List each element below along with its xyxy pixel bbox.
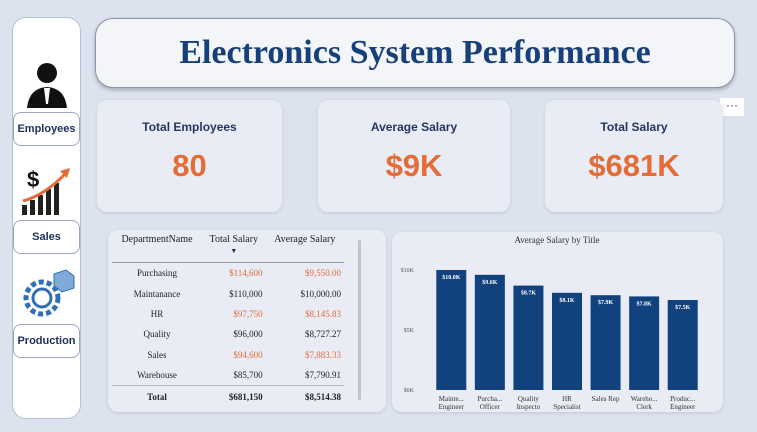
table-cell: $110,000 bbox=[229, 288, 263, 299]
table-cell: Maintanance bbox=[133, 288, 181, 299]
kpi-card: Total Salary $681K bbox=[545, 100, 723, 212]
table-cell: $8,727.27 bbox=[305, 329, 341, 340]
column-header: DepartmentName bbox=[112, 232, 202, 263]
table-cell: $85,700 bbox=[233, 370, 263, 381]
salary-table: DepartmentName Total Salary ▼ Average Salar… bbox=[112, 232, 344, 407]
table-cell: Purchasing bbox=[137, 268, 177, 279]
x-tick-label: Produc... Engineer bbox=[670, 395, 696, 411]
table-row: Sales $94,600 $7,883.33 bbox=[112, 345, 344, 365]
chart-title: Average Salary by Title bbox=[514, 235, 599, 245]
employee-icon bbox=[27, 63, 67, 108]
dashboard-title: Electronics System Performance bbox=[95, 18, 735, 88]
x-tick-label: Mainte... Engineer bbox=[438, 395, 464, 411]
table-cell: $94,600 bbox=[233, 349, 263, 360]
kpi-card: Total Employees 80 bbox=[97, 100, 282, 212]
bar bbox=[513, 285, 544, 390]
kpi-card: Average Salary $9K bbox=[318, 100, 510, 212]
table-cell: $96,000 bbox=[233, 329, 263, 340]
column-header: Total Salary ▼ bbox=[202, 232, 266, 263]
bar bbox=[667, 300, 698, 390]
column-header-text: DepartmentName bbox=[121, 234, 193, 245]
value-label: $7.8K bbox=[637, 300, 653, 307]
kpi-label: Total Salary bbox=[600, 120, 668, 134]
bar bbox=[552, 292, 582, 390]
kpi-value: $9K bbox=[385, 148, 443, 183]
value-label: $7.5K bbox=[675, 304, 691, 311]
nav-sales[interactable]: Sales bbox=[13, 220, 80, 254]
kpi-label: Total Employees bbox=[142, 120, 237, 134]
sales-icon: $ bbox=[22, 167, 70, 215]
value-label: $8.1K bbox=[559, 297, 575, 304]
table-cell: HR bbox=[150, 308, 164, 319]
table-cell: Sales bbox=[147, 349, 167, 360]
table-cell: $8,145.83 bbox=[305, 308, 341, 319]
table-row: Maintanance $110,000 $10,000.00 bbox=[112, 283, 344, 303]
production-icon bbox=[23, 269, 75, 317]
chart-panel: Average Salary by Title $0K $5K $10K $10.0K… bbox=[392, 232, 723, 412]
bar bbox=[629, 296, 660, 390]
x-tick-label: HR Specialist bbox=[553, 395, 581, 411]
value-label: $10.0K bbox=[442, 274, 461, 281]
table-cell: $7,790.91 bbox=[305, 370, 341, 381]
y-tick-label: $0K bbox=[404, 387, 415, 392]
column-header: Average Salary bbox=[265, 232, 344, 263]
table-cell: $7,883.33 bbox=[305, 349, 341, 360]
column-header-text: Average Salary bbox=[274, 234, 336, 245]
total-cell: $8,514.38 bbox=[265, 385, 344, 407]
bar bbox=[436, 270, 467, 390]
x-tick-label: Purcha... Officer bbox=[477, 395, 503, 411]
table-cell: $10,000.00 bbox=[300, 288, 342, 299]
table-row: Quality $96,000 $8,727.27 bbox=[112, 324, 344, 344]
total-cell: Total bbox=[112, 385, 202, 407]
table-row: Purchasing $114,600 $9,550.00 bbox=[112, 263, 344, 284]
x-tick-label: Quality Inspecto bbox=[516, 395, 541, 411]
column-header-text: Total Salary bbox=[209, 234, 258, 245]
x-tick-label: Wareho... Clerk bbox=[630, 395, 658, 411]
nav-production[interactable]: Production bbox=[13, 324, 80, 358]
table-row: HR $97,750 $8,145.83 bbox=[112, 304, 344, 324]
table-cell: $97,750 bbox=[233, 308, 263, 319]
table-panel: DepartmentName Total Salary ▼ Average Salar… bbox=[108, 230, 386, 412]
value-label: $9.6K bbox=[482, 279, 498, 286]
table-header: DepartmentName Total Salary ▼ Average Salar… bbox=[112, 232, 344, 263]
y-tick-label: $10K bbox=[401, 267, 415, 274]
table-cell: Quality bbox=[143, 329, 171, 340]
kpi-value: $681K bbox=[588, 148, 680, 183]
bar bbox=[474, 274, 505, 390]
more-menu[interactable]: ··· bbox=[720, 98, 744, 116]
scrollbar[interactable] bbox=[358, 240, 361, 400]
table-row: Warehouse $85,700 $7,790.91 bbox=[112, 365, 344, 386]
kpi-label: Average Salary bbox=[370, 120, 458, 134]
sort-arrow: ▼ bbox=[230, 247, 238, 255]
table-cell: Warehouse bbox=[137, 370, 177, 381]
nav-employees[interactable]: Employees bbox=[13, 112, 80, 146]
total-row: Total $681,150 $8,514.38 bbox=[112, 385, 344, 407]
svg-text:$: $ bbox=[27, 167, 39, 192]
y-tick-label: $5K bbox=[404, 327, 415, 334]
total-cell: $681,150 bbox=[202, 385, 266, 407]
kpi-value: 80 bbox=[172, 148, 207, 183]
value-label: $7.9K bbox=[598, 299, 614, 306]
chart: Average Salary by Title $0K $5K $10K $10.0K… bbox=[401, 235, 698, 392]
table-cell: $114,600 bbox=[229, 268, 263, 279]
bar bbox=[590, 295, 621, 390]
value-label: $8.7K bbox=[521, 290, 537, 297]
x-tick-label: Sales Rep bbox=[591, 395, 620, 403]
table-cell: $9,550.00 bbox=[305, 268, 341, 279]
